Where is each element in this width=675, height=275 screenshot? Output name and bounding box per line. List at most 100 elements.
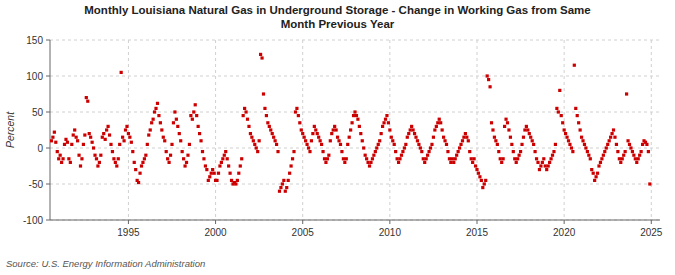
point [205,168,208,171]
point [605,146,608,149]
y-tick [46,112,50,113]
point [258,139,261,142]
point [411,128,414,131]
point [154,107,157,110]
point [560,114,563,117]
point [502,157,505,160]
point [468,150,471,153]
point [413,132,416,135]
point [603,150,606,153]
point [516,157,519,160]
point [449,161,452,164]
point [146,143,149,146]
point [166,157,169,160]
point [592,172,595,175]
point [51,136,54,139]
point [342,157,345,160]
point [162,136,165,139]
point [580,136,583,139]
point [435,125,438,128]
point [89,136,92,139]
point [218,164,221,167]
point [442,136,445,139]
point [66,141,69,144]
point [156,102,159,105]
point [427,150,430,153]
title: Monthly Louisiana Natural Gas in Undergr… [84,4,591,30]
point [426,154,429,157]
point [141,161,144,164]
point [181,150,184,153]
point [586,150,589,153]
point [265,114,268,117]
point [130,141,133,144]
point [451,157,454,160]
point [82,143,85,146]
point [608,139,611,142]
point [291,157,294,160]
point [385,114,388,117]
point [393,143,396,146]
point [170,143,173,146]
point [178,132,181,135]
point [159,121,162,124]
point [632,154,635,157]
x-tick [564,220,565,224]
point [73,128,76,131]
point [228,172,231,175]
point [410,125,413,128]
point [91,141,94,144]
point [478,175,481,178]
point [493,136,496,139]
point [470,157,473,160]
point [515,161,518,164]
point [160,128,163,131]
point [339,143,342,146]
point [610,132,613,135]
point [226,157,229,160]
point [425,157,428,160]
point [455,154,458,157]
point [292,150,295,153]
point [298,121,301,124]
point [179,139,182,142]
point [244,110,247,113]
point [462,136,465,139]
point [404,143,407,146]
point [356,118,359,121]
point [131,150,134,153]
point [75,136,78,139]
point [570,146,573,149]
point [281,182,284,185]
point [577,121,580,124]
grid-line-y [50,40,660,41]
point [313,125,316,128]
y-tick [46,220,50,221]
point [197,125,200,128]
point [314,128,317,131]
y-tick [46,148,50,149]
point [488,85,491,88]
y-axis-label: Percent [4,111,16,148]
point [407,132,410,135]
point [114,161,117,164]
point [217,172,220,175]
point [612,128,615,131]
point [274,139,277,142]
x-tick-label: 2010 [379,227,402,238]
y-axis-line [50,40,51,220]
point [641,143,644,146]
point [134,168,137,171]
point [359,132,362,135]
point [323,157,326,160]
x-tick-label: 2025 [640,227,663,238]
point [343,161,346,164]
point [626,139,629,142]
point [416,139,419,142]
point [239,164,242,167]
point [98,161,101,164]
point [500,161,503,164]
point [635,161,638,164]
point [484,179,487,182]
point [64,138,67,141]
